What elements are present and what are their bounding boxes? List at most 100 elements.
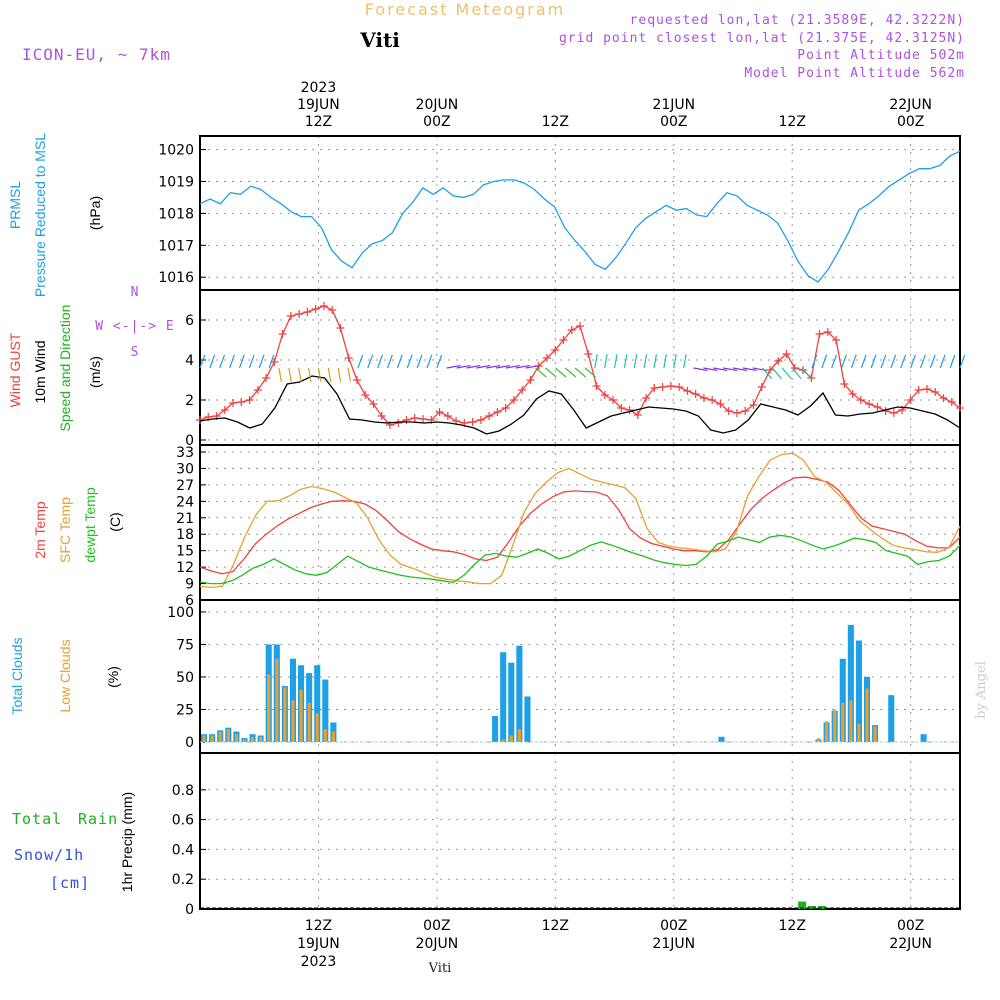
- wind-direction-arrow: [831, 354, 838, 369]
- cloud-total-bar: [855, 640, 862, 742]
- wind-direction-arrow: [327, 367, 332, 382]
- cloud-low-bar: [323, 728, 327, 742]
- cloud-low-bar: [841, 702, 845, 742]
- wind-direction-arrow: [929, 354, 936, 369]
- wind-direction-arrow: [811, 354, 818, 369]
- cloud-low-bar: [307, 702, 311, 742]
- wind-direction-arrow: [574, 367, 587, 378]
- wind-gust-marker: [815, 330, 824, 338]
- wind-gust-marker: [336, 324, 345, 332]
- wind-labels: Wind GUST 10m Wind Speed and Direction (…: [7, 285, 174, 432]
- precip-ytick-label: 0.2: [172, 872, 194, 888]
- pressure-ytick-label: 1016: [158, 270, 194, 286]
- wind-direction-arrow: [673, 354, 677, 369]
- wind-direction-arrow: [515, 364, 530, 369]
- wind-gust-marker: [922, 385, 931, 393]
- top-time-label: 12Z: [542, 114, 569, 130]
- wind-gust-marker: [559, 336, 568, 344]
- wind-gust-marker: [848, 390, 857, 398]
- precip-ytick-label: 0.4: [172, 842, 194, 858]
- cloud-low-bar: [242, 739, 247, 742]
- temp-sfc-label: SFC Temp: [57, 497, 73, 563]
- wind-gust-marker: [567, 326, 576, 334]
- top-year-label: 2023: [301, 80, 337, 96]
- precip-panel: 0 0.2 0.4 0.6 0.8: [172, 752, 961, 918]
- temp-unit: (C): [107, 512, 123, 531]
- wind-gust-marker: [237, 398, 246, 406]
- cloud-total-bar: [289, 658, 297, 742]
- temp-ytick-label: 33: [176, 445, 194, 461]
- cloud-low-bar: [331, 731, 335, 742]
- cloud-low-bar: [259, 736, 263, 742]
- wind-ytick-label: 0: [185, 433, 194, 449]
- cloud-low-bar: [315, 713, 319, 742]
- wind-gust-marker: [361, 391, 370, 399]
- requested-coords: requested lon,lat (21.3589E, 42.3222N): [630, 13, 965, 28]
- wind-gust-marker: [823, 328, 832, 336]
- chart-title: Forecast Meteogram: [365, 0, 565, 19]
- wind-direction-arrow: [545, 367, 557, 378]
- wind-direction-arrow: [406, 354, 413, 369]
- point-altitude: Point Altitude 502m: [797, 48, 965, 63]
- wind-direction-arrow: [248, 354, 255, 369]
- wind-gust-marker: [576, 322, 584, 330]
- clouds-labels: Total Clouds Low Clouds (%): [9, 637, 121, 714]
- bottom-date-label: 22JUN: [889, 936, 932, 952]
- cloud-low-bar: [234, 734, 238, 742]
- wind-gust-marker: [377, 412, 386, 420]
- wind-direction-arrow: [791, 367, 802, 380]
- wind-gust-marker: [873, 403, 882, 411]
- wind-gust-marker: [914, 386, 923, 394]
- wind-direction-arrow: [298, 367, 302, 382]
- precip-snow-label: Snow/1h: [14, 846, 84, 864]
- wind-gust-marker: [286, 312, 295, 320]
- wind-ytick-label: 6: [185, 313, 194, 329]
- clouds-ytick-label: 25: [176, 702, 194, 718]
- wind-gust-marker: [262, 374, 271, 382]
- cloud-total-bar: [500, 652, 507, 742]
- wind-direction-arrow: [821, 354, 828, 369]
- top-date-label: 19JUN: [297, 97, 340, 113]
- temp-ytick-label: 12: [176, 560, 194, 576]
- pressure-panel: 1016 1017 1018 1019 1020: [158, 135, 961, 291]
- wind-gust-marker: [468, 418, 477, 426]
- wind-gust-marker: [749, 401, 758, 409]
- wind-gust-marker: [840, 380, 849, 388]
- wind-gust-marker: [757, 383, 766, 391]
- cloud-low-bar: [251, 736, 255, 742]
- wind-gust-marker: [328, 306, 337, 314]
- wind-direction-arrow: [762, 367, 773, 380]
- wind-direction-arrow: [317, 367, 322, 382]
- wind-direction-arrow: [476, 364, 491, 369]
- wind-direction-arrow: [939, 354, 946, 369]
- cloud-low-bar: [825, 721, 829, 742]
- temp-line-dewpt-temp: [199, 534, 961, 585]
- wind-direction-arrow: [456, 364, 471, 369]
- wind-direction-arrow: [337, 367, 342, 382]
- bottom-year-label: 2023: [301, 954, 337, 970]
- wind-direction-label: Speed and Direction: [57, 305, 73, 432]
- wind-gust-marker: [220, 406, 229, 414]
- wind-direction-arrow: [535, 367, 547, 378]
- precip-ytick-label: 0.6: [172, 813, 194, 829]
- wind-direction-arrow: [840, 354, 847, 369]
- precip-unit: 1hr Precip (mm): [119, 792, 135, 892]
- temp-ytick-label: 15: [176, 544, 194, 560]
- wind-ytick-label: 2: [185, 393, 194, 409]
- wind-direction-arrow: [683, 354, 687, 369]
- wind-direction-arrow: [288, 367, 292, 382]
- wind-direction-arrow: [594, 354, 598, 369]
- wind-direction-arrow: [781, 367, 792, 380]
- wind-10m-label: 10m Wind: [32, 340, 48, 403]
- wind-gust-marker: [708, 396, 717, 404]
- wind-direction-arrow: [396, 354, 403, 369]
- wind-direction-arrow: [772, 367, 782, 380]
- wind-panel: 0 2 4 6: [185, 289, 966, 449]
- wind-gust-marker: [766, 366, 774, 374]
- wind-direction-arrow: [238, 354, 245, 369]
- wind-gust-marker: [889, 409, 898, 417]
- wind-direction-arrow: [209, 354, 216, 369]
- temp-line-2m-temp: [199, 476, 961, 575]
- station-name: Viti: [359, 28, 400, 52]
